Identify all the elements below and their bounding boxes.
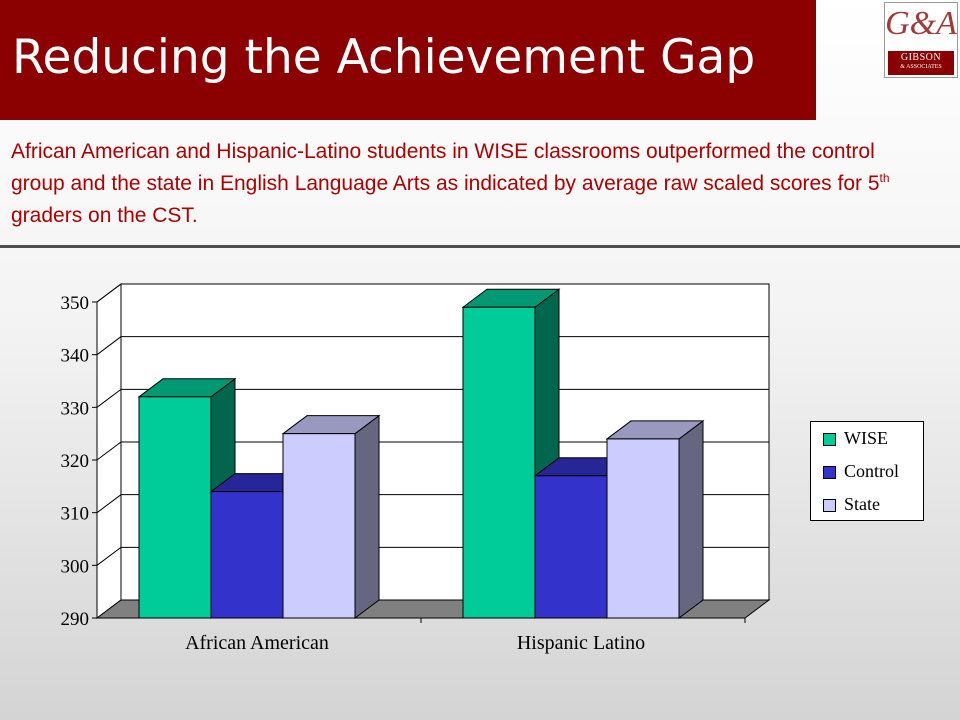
description-text-end: graders on the CST. [11, 204, 198, 227]
bar-side [678, 419, 704, 619]
slide-description: African American and Hispanic-Latino stu… [11, 136, 911, 232]
logo-name: GIBSON [900, 52, 942, 63]
page-title: Reducing the Achievement Gap [12, 30, 756, 85]
description-text: African American and Hispanic-Latino stu… [11, 140, 880, 195]
description-sup: th [879, 171, 890, 185]
x-tick-label: Hispanic Latino [517, 632, 645, 654]
legend-item: State [823, 494, 923, 516]
divider [0, 245, 960, 248]
bar [534, 475, 608, 619]
y-tick-label: 300 [61, 556, 90, 577]
legend-swatch [823, 433, 836, 446]
y-tick-label: 290 [61, 609, 90, 630]
logo-mark: G&A [885, 5, 957, 42]
bar [210, 491, 284, 619]
legend-label: WISE [844, 428, 888, 448]
bar-side [354, 414, 380, 619]
chart-legend: WISE Control State [810, 421, 924, 521]
y-tick-label: 340 [61, 346, 90, 367]
logo-sub: & ASSOCIATES [900, 64, 942, 70]
x-tick-label: African American [185, 632, 329, 654]
legend-label: State [844, 494, 880, 514]
legend-item: Control [823, 461, 923, 483]
legend-swatch [823, 499, 836, 512]
logo-band: GIBSON & ASSOCIATES [888, 51, 954, 75]
legend-swatch [823, 466, 836, 479]
company-logo: G&A GIBSON & ASSOCIATES [884, 2, 958, 78]
bar [606, 438, 680, 619]
legend-label: Control [844, 461, 900, 481]
title-bar: Reducing the Achievement Gap [0, 0, 816, 120]
y-tick-label: 320 [61, 451, 90, 472]
y-tick-label: 330 [61, 398, 90, 419]
y-tick-label: 310 [61, 504, 90, 525]
legend-item: WISE [823, 428, 923, 450]
gridline [96, 283, 769, 303]
y-tick-label: 350 [61, 293, 90, 314]
bar [462, 306, 536, 619]
bar [282, 433, 356, 619]
bar [138, 396, 212, 619]
